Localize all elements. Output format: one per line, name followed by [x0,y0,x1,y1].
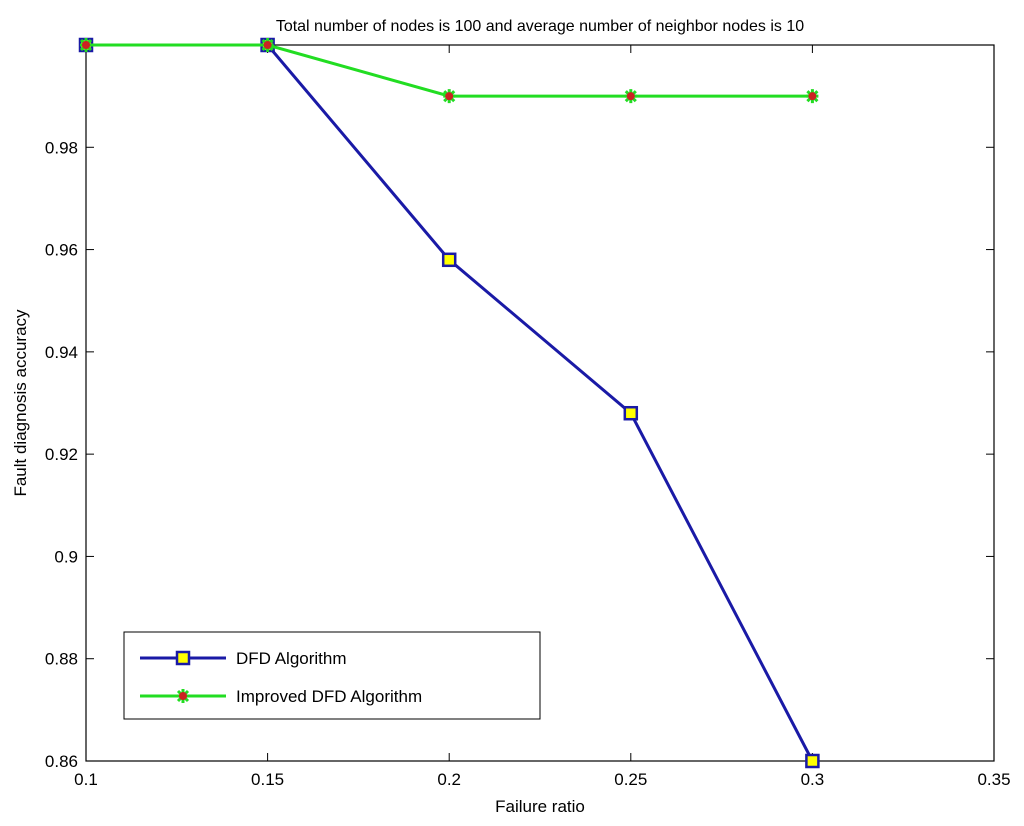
x-axis-title: Failure ratio [495,797,585,816]
marker-star-center [445,92,454,101]
data-point [806,89,819,104]
data-point [441,252,457,268]
y-tick-label: 0.94 [45,343,78,362]
legend-label: DFD Algorithm [236,649,347,668]
marker-star-center [263,41,272,49]
y-tick-label: 0.92 [45,445,78,464]
x-tick-label: 0.35 [977,770,1010,789]
data-point [623,405,639,421]
y-tick-label: 0.98 [45,138,78,157]
y-axis: 0.86 0.88 0.9 0.92 0.94 0.96 0.98 [45,138,994,771]
y-tick-label: 0.96 [45,241,78,260]
legend-item: Improved DFD Algorithm [140,687,422,706]
series-layer [78,37,820,769]
y-tick-label: 0.88 [45,650,78,669]
marker-star-center [179,692,187,700]
y-axis-title: Fault diagnosis accuracy [11,309,30,497]
data-point [805,753,820,769]
x-axis: 0.1 0.15 0.2 0.25 0.3 0.35 [74,45,1011,789]
x-tick-label: 0.15 [251,770,284,789]
data-point [624,89,637,104]
series-improved-dfd [79,38,819,104]
data-point [261,38,274,52]
legend-box [123,631,541,720]
x-tick-label: 0.25 [614,770,647,789]
legend: DFD Algorithm Improved DFD Algorithm [123,631,541,720]
chart-title: Total number of nodes is 100 and average… [276,18,804,35]
data-point [443,89,456,104]
x-tick-label: 0.1 [74,770,98,789]
marker-star-center [82,41,90,49]
legend-marker [175,650,191,666]
x-tick-label: 0.2 [437,770,461,789]
legend-label: Improved DFD Algorithm [236,687,422,706]
legend-item: DFD Algorithm [140,649,347,668]
x-tick-label: 0.3 [801,770,825,789]
y-tick-label: 0.9 [54,547,78,566]
data-point [79,38,93,52]
marker-star-center [808,92,817,101]
legend-marker [176,689,190,703]
y-tick-label: 0.86 [45,752,78,771]
marker-star-center [626,92,635,101]
